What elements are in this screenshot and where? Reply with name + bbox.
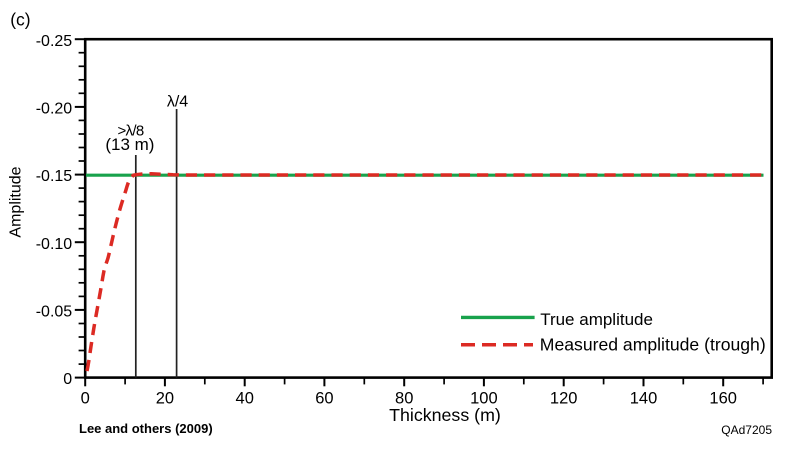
svg-text:(c): (c): [10, 9, 30, 29]
svg-text:60: 60: [315, 389, 333, 407]
svg-text:140: 140: [630, 389, 658, 407]
svg-text:>λ/8: >λ/8: [118, 122, 144, 139]
svg-text:-0.20: -0.20: [36, 101, 73, 118]
svg-text:True amplitude: True amplitude: [540, 310, 653, 329]
svg-text:QAd7205: QAd7205: [721, 423, 772, 437]
svg-text:0: 0: [63, 371, 72, 388]
svg-text:Thickness (m): Thickness (m): [389, 405, 501, 425]
svg-text:-0.05: -0.05: [36, 304, 73, 321]
svg-text:160: 160: [709, 389, 737, 407]
svg-text:-0.10: -0.10: [36, 236, 73, 253]
svg-text:0: 0: [81, 389, 90, 407]
svg-text:Measured amplitude (trough): Measured amplitude (trough): [540, 335, 766, 355]
svg-text:Lee and others (2009): Lee and others (2009): [79, 421, 213, 436]
svg-text:-0.25: -0.25: [36, 33, 73, 50]
svg-text:80: 80: [395, 389, 413, 407]
svg-text:Amplitude: Amplitude: [8, 166, 25, 237]
svg-text:120: 120: [550, 389, 578, 407]
svg-text:40: 40: [236, 389, 254, 407]
svg-text:λ/4: λ/4: [167, 94, 188, 111]
svg-text:(13 m): (13 m): [105, 135, 154, 154]
svg-text:-0.15: -0.15: [36, 168, 73, 185]
svg-text:100: 100: [470, 389, 498, 407]
svg-text:20: 20: [156, 389, 174, 407]
